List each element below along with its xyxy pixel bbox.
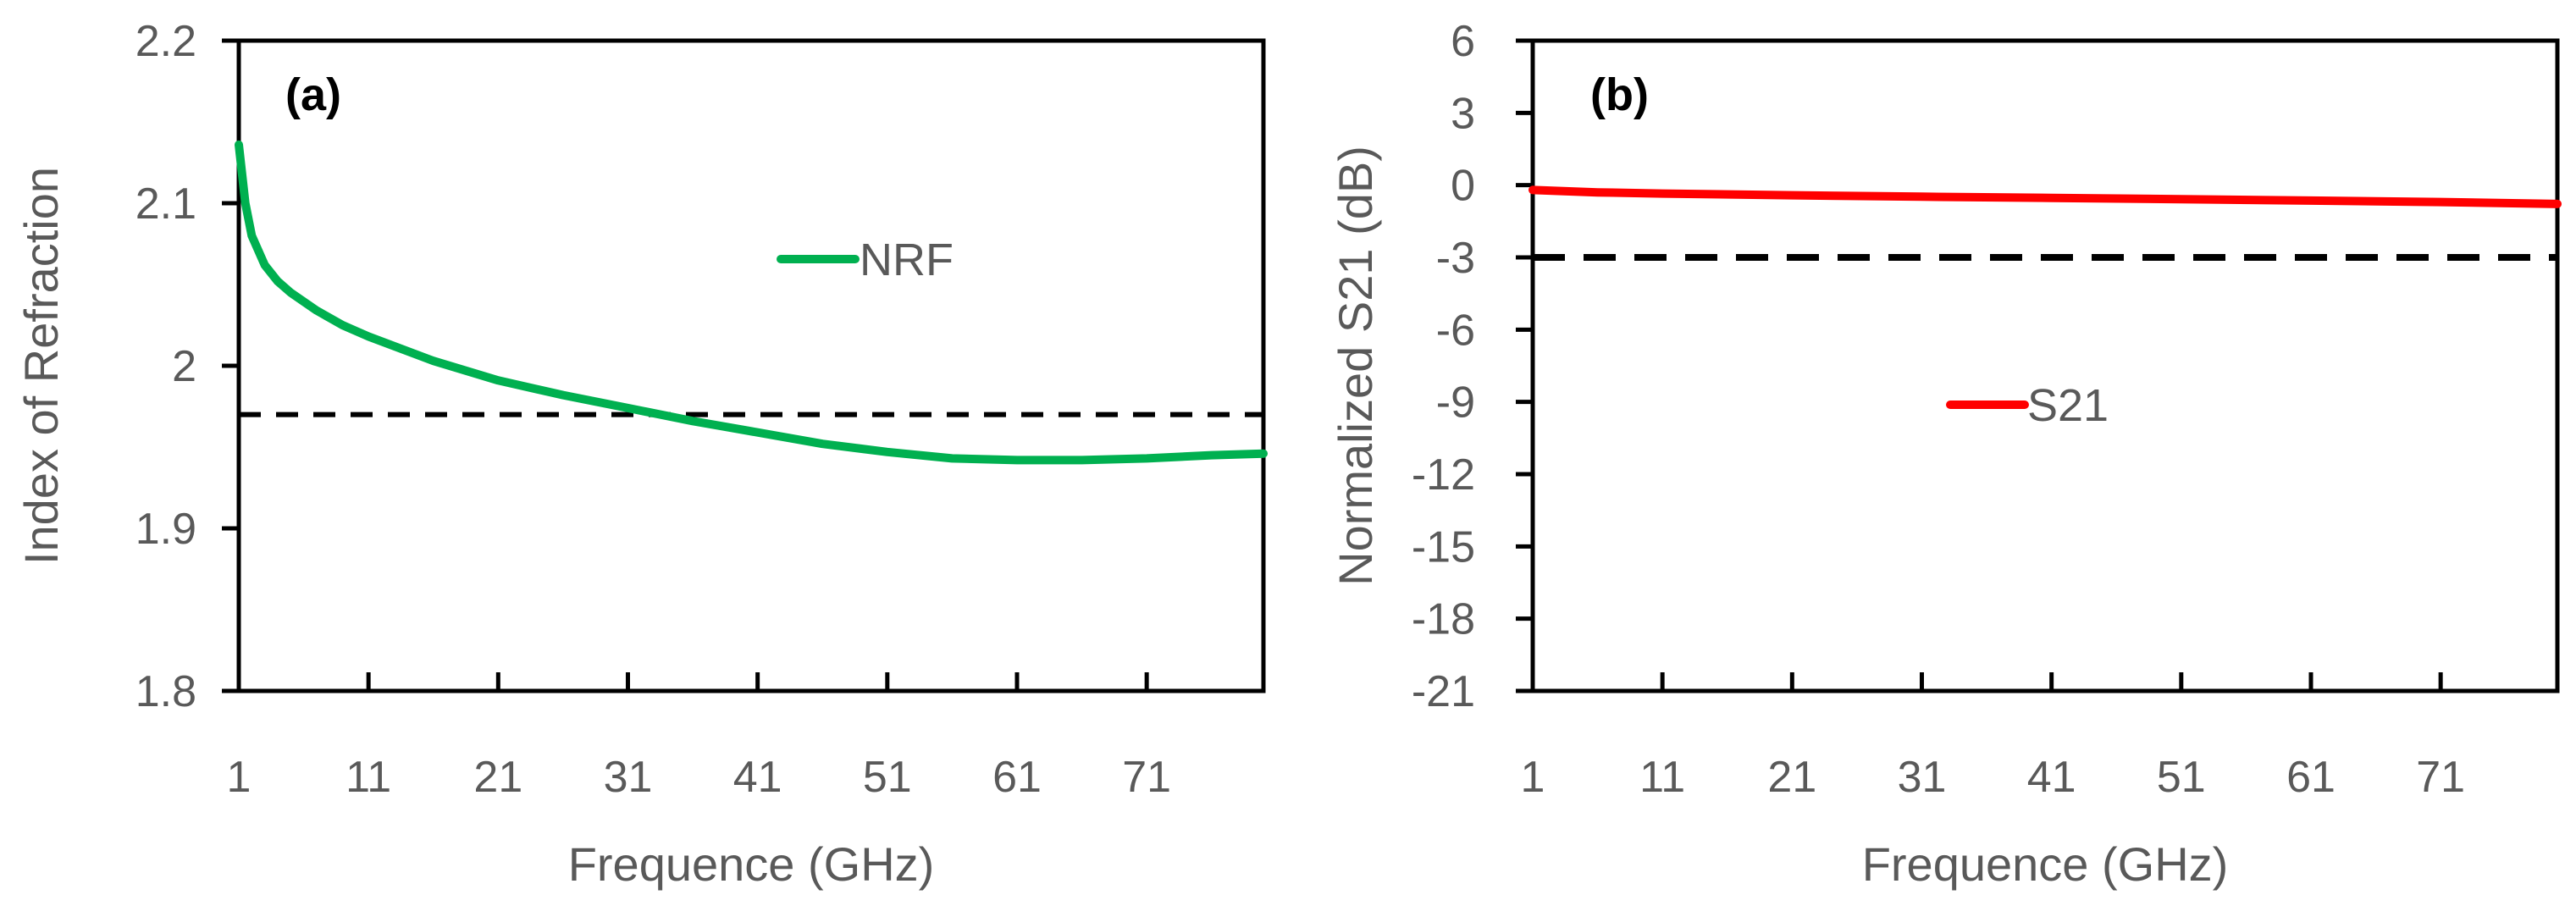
y-tick-label: -15 [1412, 522, 1475, 572]
y-tick-label: -6 [1436, 306, 1475, 355]
x-axis-title: Frequence (GHz) [568, 837, 935, 891]
x-tick-label: 51 [2157, 753, 2206, 802]
x-tick-label: 31 [604, 753, 653, 802]
legend: NRF [777, 235, 954, 285]
y-tick-label: -9 [1436, 378, 1475, 428]
x-tick-label: 61 [992, 753, 1042, 802]
x-axis-title: Frequence (GHz) [1862, 837, 2229, 891]
x-tick-label: 11 [345, 753, 391, 802]
y-tick-label: 1.9 [135, 505, 196, 554]
x-tick-label: 1 [1521, 753, 1545, 802]
y-tick-label: 6 [1451, 17, 1475, 66]
series-line-nrf [235, 140, 1268, 465]
y-axis-title: Index of Refraction [14, 167, 68, 565]
y-tick-label: 3 [1451, 89, 1475, 138]
y-tick-label: -12 [1412, 450, 1475, 500]
x-tick-label: 31 [1898, 753, 1947, 802]
y-tick-label: -18 [1412, 595, 1475, 644]
y-tick-label: 2 [172, 342, 196, 391]
x-tick-label: 1 [227, 753, 252, 802]
x-tick-label: 21 [1767, 753, 1816, 802]
x-tick-label: 61 [2286, 753, 2336, 802]
x-tick-label: 71 [1122, 753, 1171, 802]
x-tick-label: 41 [733, 753, 782, 802]
y-tick-label: 2.2 [135, 17, 196, 66]
chart-panel-b: 1 11 21 31 41 51 61 71-21-18-15-12-9-6-3036Freq… [1329, 17, 2562, 891]
plot-frame [236, 38, 1266, 693]
y-tick-label: -3 [1436, 234, 1475, 283]
legend: S21 [1946, 380, 2109, 431]
legend-label: NRF [860, 235, 954, 285]
series-line-s21 [1528, 185, 2562, 208]
y-tick-label: 0 [1451, 162, 1475, 211]
panel-label: (b) [1590, 69, 1649, 120]
x-tick-label: 71 [2416, 753, 2465, 802]
plot-frame [1530, 38, 2560, 693]
legend-label: S21 [2027, 380, 2109, 431]
x-tick-label: 51 [863, 753, 912, 802]
y-tick-label: -21 [1412, 667, 1475, 716]
y-axis-title: Normalized S21 (dB) [1329, 146, 1382, 586]
y-tick-label: 2.1 [135, 180, 196, 229]
x-tick-label: 21 [473, 753, 522, 802]
x-tick-label: 11 [1639, 753, 1685, 802]
panel-label: (a) [285, 69, 341, 120]
x-tick-label: 41 [2027, 753, 2076, 802]
y-tick-label: 1.8 [135, 667, 196, 716]
